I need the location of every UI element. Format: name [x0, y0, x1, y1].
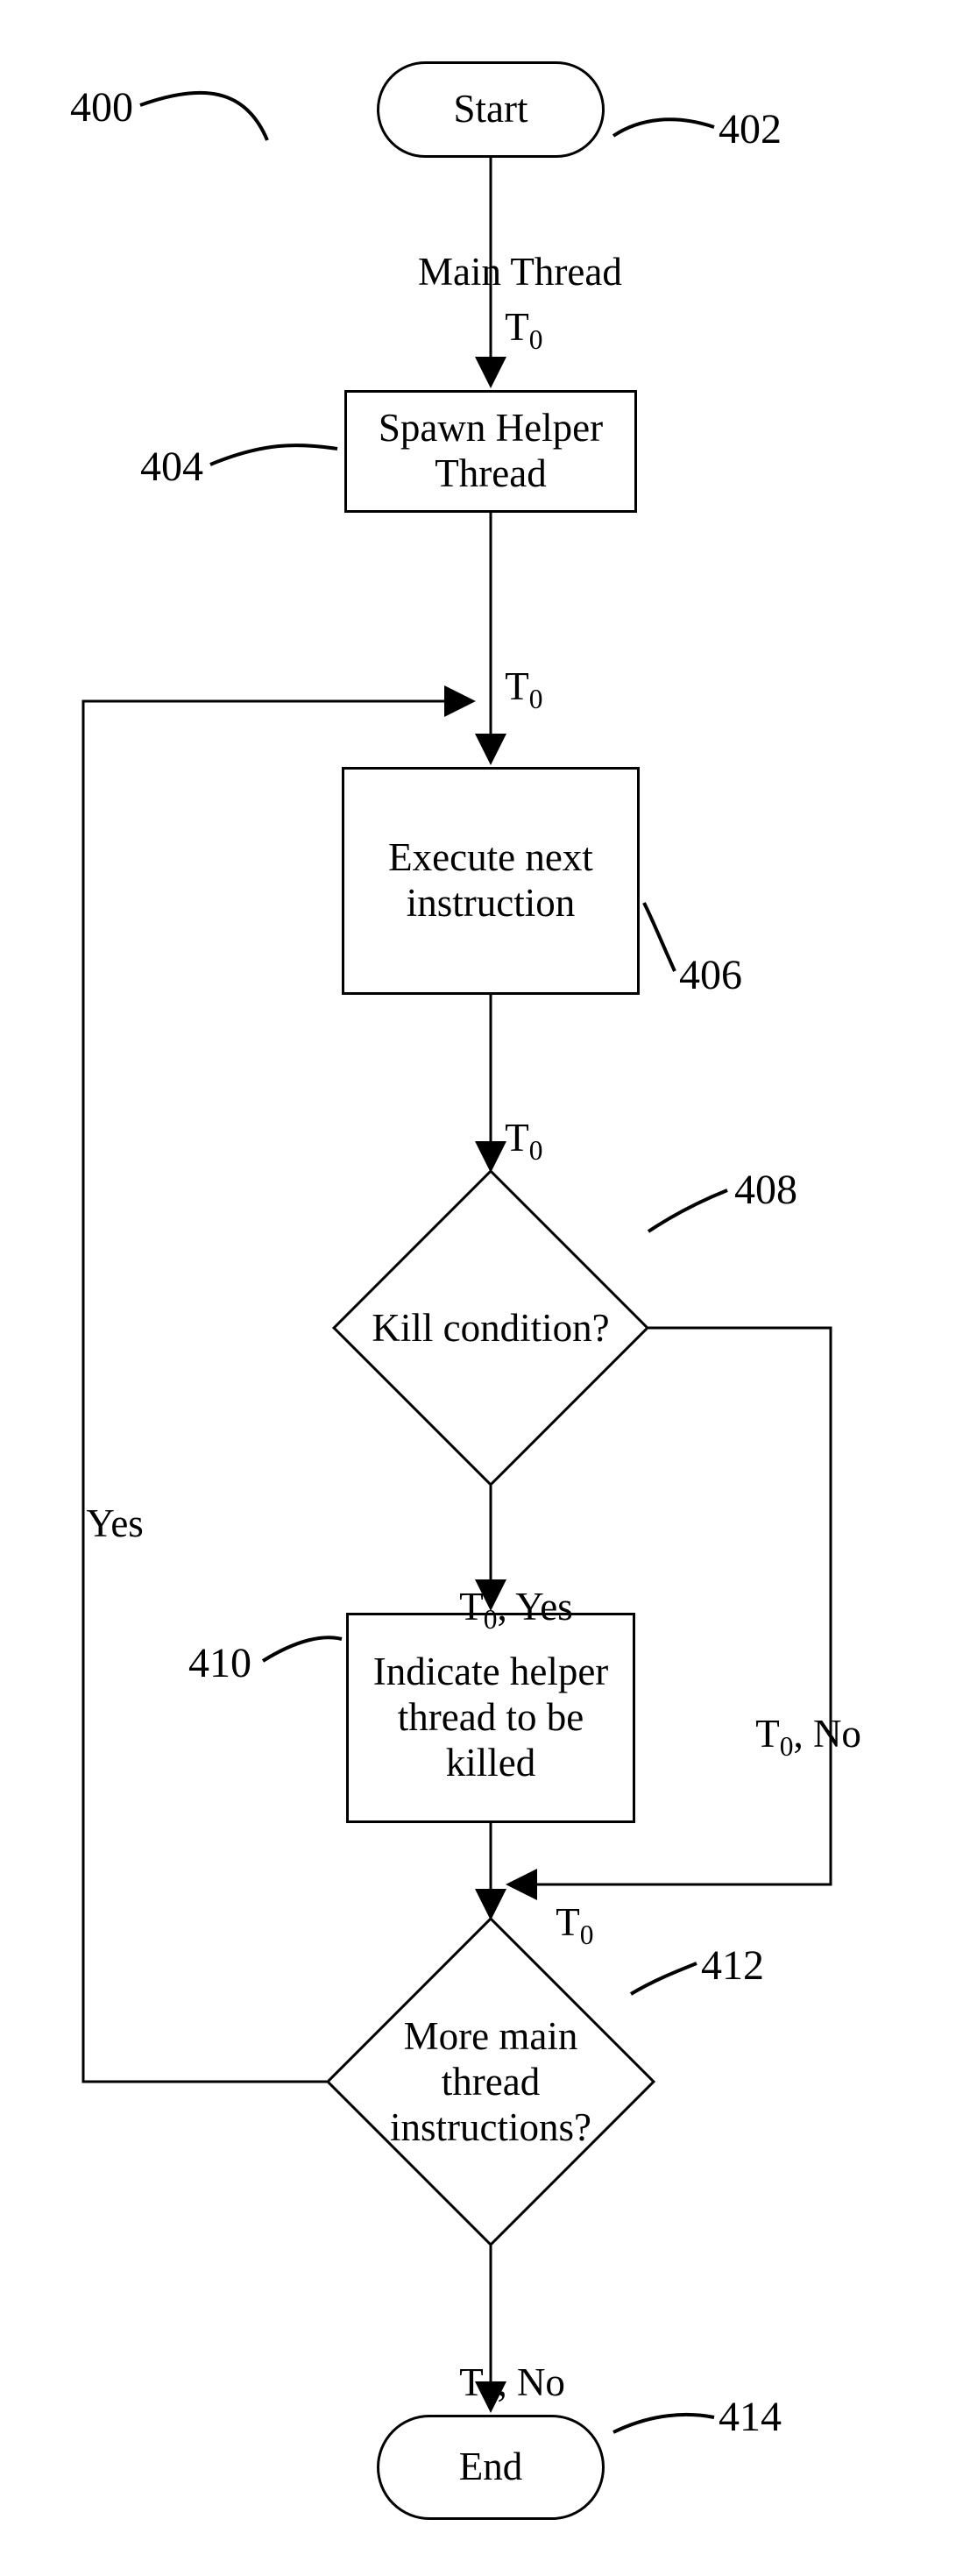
ref-404: 404: [140, 443, 203, 491]
t0-no-label-kill: T0, No: [717, 1665, 861, 1808]
kill-condition-decision: Kill condition?: [336, 1173, 646, 1483]
ref-414: 414: [719, 2393, 782, 2441]
t0-yes-label: T0, Yes: [421, 1538, 573, 1681]
t0-no-label-more: T0, No: [421, 2314, 565, 2457]
t0-label-3: T0: [466, 1069, 542, 1212]
ref-408: 408: [734, 1166, 797, 1214]
spawn-label: Spawn Helper Thread: [379, 406, 603, 497]
more-label: More main thread instructions?: [356, 2013, 626, 2150]
yes-loop-label: Yes: [48, 1455, 144, 1592]
ref-412: 412: [701, 1941, 764, 1990]
ref-400: 400: [70, 83, 133, 131]
t0-label-4: T0: [517, 1854, 593, 1997]
kill-label: Kill condition?: [372, 1305, 609, 1351]
spawn-helper-process: Spawn Helper Thread: [344, 390, 637, 513]
more-instructions-decision: More main thread instructions?: [329, 1920, 652, 2243]
start-terminator: Start: [377, 61, 605, 158]
ref-410: 410: [188, 1639, 251, 1687]
t0-label-2: T0: [466, 618, 542, 761]
ref-406: 406: [679, 951, 742, 999]
t0-label-1: T0: [466, 259, 542, 401]
exec-label: Execute next instruction: [388, 835, 593, 926]
execute-next-process: Execute next instruction: [342, 767, 640, 995]
ref-402: 402: [719, 105, 782, 153]
start-label: Start: [454, 87, 528, 132]
